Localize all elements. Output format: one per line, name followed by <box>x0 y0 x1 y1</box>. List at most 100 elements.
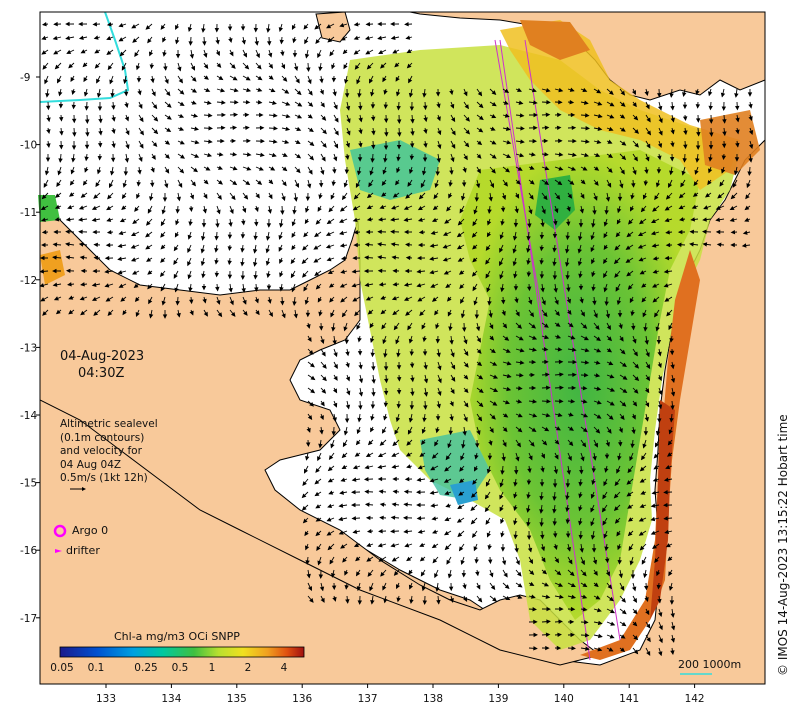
velocity-arrowhead <box>603 221 608 227</box>
velocity-arrowhead <box>597 647 603 652</box>
velocity-arrowhead <box>218 180 223 185</box>
velocity-arrowhead <box>305 560 310 565</box>
velocity-arrowhead <box>492 597 497 602</box>
velocity-arrowhead <box>257 100 263 105</box>
velocity-arrowhead <box>341 195 347 201</box>
velocity-arrowhead <box>580 193 585 199</box>
velocity-arrowhead <box>565 275 570 280</box>
velocity-arrowhead <box>517 583 523 588</box>
velocity-arrowhead <box>632 621 638 627</box>
velocity-arrowhead <box>604 301 609 306</box>
colorbar-ticks: 0.05 0.1 0.25 0.5 1 2 4 <box>50 662 287 674</box>
velocity-arrowhead <box>559 385 564 390</box>
velocity-arrowhead <box>461 572 467 578</box>
velocity-arrowhead <box>320 339 325 345</box>
velocity-arrowhead <box>577 261 583 267</box>
velocity-arrowhead <box>58 103 64 109</box>
velocity-arrowhead <box>708 145 714 150</box>
velocity-arrowhead <box>747 92 753 97</box>
velocity-arrowhead <box>545 413 551 418</box>
velocity-arrowhead <box>543 347 549 352</box>
velocity-arrowhead <box>423 405 428 410</box>
lon-tick-label: 137 <box>358 693 378 705</box>
velocity-arrowhead <box>595 325 600 331</box>
velocity-arrowhead <box>406 441 412 446</box>
velocity-arrowhead <box>304 219 310 225</box>
velocity-arrowhead <box>546 399 551 404</box>
velocity-arrowhead <box>578 481 583 487</box>
velocity-arrowhead <box>552 521 557 526</box>
velocity-arrowhead <box>609 114 615 119</box>
velocity-arrowhead <box>621 597 626 603</box>
velocity-arrowhead <box>472 244 477 250</box>
velocity-arrowhead <box>554 208 559 214</box>
velocity-arrowhead <box>579 298 584 304</box>
velocity-arrowhead <box>634 376 640 382</box>
velocity-arrows <box>39 21 754 657</box>
velocity-arrowhead <box>321 351 326 357</box>
velocity-arrowhead <box>378 489 384 494</box>
velocity-arrowhead <box>643 585 649 591</box>
velocity-arrowhead <box>59 130 64 136</box>
velocity-arrowhead <box>610 621 616 626</box>
velocity-arrowhead <box>608 126 614 132</box>
velocity-arrowhead <box>68 309 74 315</box>
velocity-arrowhead <box>358 378 364 384</box>
velocity-arrowhead <box>97 142 103 148</box>
velocity-arrowhead <box>383 145 389 151</box>
velocity-arrowhead <box>633 649 639 655</box>
velocity-arrowhead <box>433 194 438 200</box>
velocity-arrowhead <box>257 75 263 81</box>
land-masses <box>39 11 766 685</box>
velocity-arrowhead <box>417 205 423 211</box>
velocity-arrowhead <box>408 92 414 98</box>
velocity-arrowhead <box>408 417 414 423</box>
velocity-arrowhead <box>46 117 51 123</box>
velocity-arrowhead <box>557 180 563 186</box>
velocity-arrowhead <box>505 167 510 173</box>
velocity-arrowhead <box>585 139 590 144</box>
velocity-arrowhead <box>71 90 76 96</box>
velocity-legend: Altimetric sealevel (0.1m contours) and … <box>60 418 158 486</box>
velocity-arrowhead <box>296 126 302 131</box>
velocity-arrowhead <box>716 242 722 247</box>
velocity-arrowhead <box>132 270 138 275</box>
velocity-arrowhead <box>369 78 374 84</box>
velocity-arrowhead <box>645 402 650 408</box>
velocity-arrowhead <box>245 76 251 81</box>
velocity-arrowhead <box>450 389 455 395</box>
velocity-arrowhead <box>616 468 621 474</box>
velocity-arrowhead <box>531 88 537 93</box>
velocity-arrowhead <box>407 325 412 331</box>
velocity-arrowhead <box>340 544 346 549</box>
velocity-arrowhead <box>309 155 314 161</box>
velocity-arrowhead <box>321 116 327 121</box>
velocity-arrowhead <box>371 130 376 136</box>
velocity-arrowhead <box>295 139 301 144</box>
velocity-arrowhead <box>53 21 58 27</box>
velocity-arrowhead <box>596 400 602 405</box>
velocity-arrowhead <box>569 571 575 577</box>
velocity-arrowhead <box>646 650 651 656</box>
velocity-arrowhead <box>391 205 396 210</box>
velocity-arrowhead <box>205 87 211 93</box>
velocity-arrowhead <box>657 93 662 98</box>
velocity-arrowhead <box>531 359 537 365</box>
velocity-arrowhead <box>42 64 48 70</box>
velocity-arrowhead <box>302 518 308 524</box>
velocity-arrowhead <box>305 207 310 213</box>
velocity-arrowhead <box>328 490 334 495</box>
velocity-arrowhead <box>332 91 337 97</box>
velocity-arrowhead <box>252 262 258 267</box>
velocity-arrowhead <box>643 327 648 332</box>
velocity-arrowhead <box>553 288 558 293</box>
velocity-arrowhead <box>232 152 238 157</box>
velocity-arrowhead <box>527 223 532 228</box>
velocity-arrowhead <box>234 100 239 105</box>
velocity-arrowhead <box>621 609 627 615</box>
velocity-arrowhead <box>665 464 671 470</box>
velocity-arrowhead <box>578 236 583 241</box>
velocity-arrowhead <box>644 169 649 175</box>
velocity-arrowhead <box>163 66 168 71</box>
velocity-arrowhead <box>615 286 620 292</box>
